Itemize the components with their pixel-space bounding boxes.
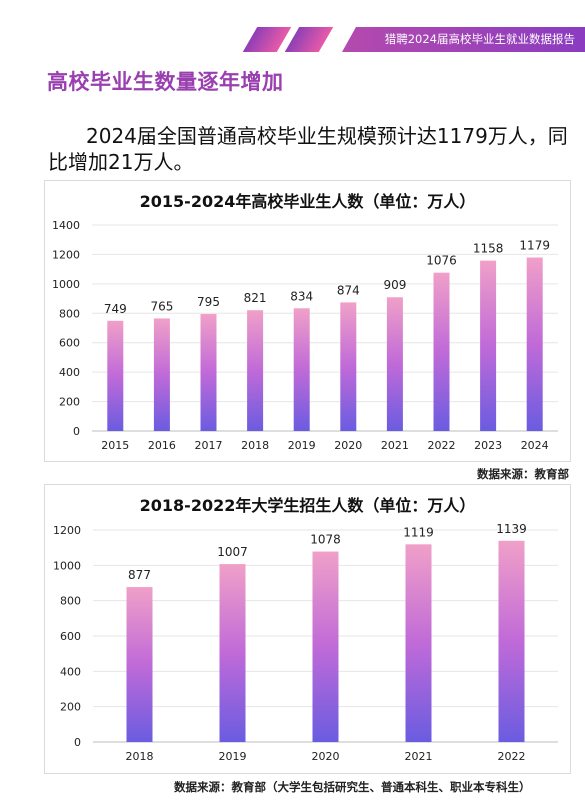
y-tick-label: 600 [60, 630, 81, 643]
bar [498, 540, 525, 742]
x-tick-label: 2020 [312, 750, 340, 763]
bar [480, 260, 497, 431]
x-tick-label: 2019 [219, 750, 247, 763]
x-tick-label: 2020 [334, 439, 362, 452]
header-stripe [242, 27, 292, 52]
data-label: 1007 [217, 545, 248, 559]
y-tick-label: 800 [60, 595, 81, 608]
bar [433, 272, 450, 431]
data-label: 749 [104, 302, 127, 316]
data-label: 795 [197, 295, 220, 309]
y-tick-label: 400 [60, 665, 81, 678]
y-tick-label: 200 [60, 701, 81, 714]
x-tick-label: 2022 [498, 750, 526, 763]
x-tick-label: 2022 [428, 439, 456, 452]
data-label: 821 [244, 291, 267, 305]
x-tick-label: 2018 [241, 439, 269, 452]
data-label: 1179 [519, 239, 550, 253]
bar [526, 257, 543, 431]
x-tick-label: 2021 [405, 750, 433, 763]
data-label: 1158 [473, 242, 504, 256]
bar [293, 308, 310, 431]
bar [126, 587, 153, 742]
bar [247, 310, 264, 431]
data-label: 1078 [310, 533, 341, 547]
y-tick-label: 200 [59, 396, 80, 409]
x-tick-label: 2024 [521, 439, 549, 452]
x-tick-label: 2015 [101, 439, 129, 452]
data-label: 765 [150, 299, 173, 313]
y-tick-label: 0 [74, 736, 81, 749]
graduates-chart: 2015-2024年高校毕业生人数（单位：万人） 0 200 400 600 800 10… [44, 180, 571, 462]
y-tick-label: 600 [59, 337, 80, 350]
data-label: 834 [290, 289, 313, 303]
data-label: 1119 [403, 525, 434, 539]
data-source: 数据来源：教育部 [477, 467, 569, 481]
data-label: 874 [337, 283, 360, 297]
data-label: 1139 [496, 522, 527, 536]
bar [386, 297, 403, 431]
x-tick-label: 2018 [126, 750, 154, 763]
x-tick-label: 2021 [381, 439, 409, 452]
x-tick-label: 2023 [474, 439, 502, 452]
y-tick-label: 400 [59, 366, 80, 379]
chart-title: 2015-2024年高校毕业生人数（单位：万人） [139, 192, 476, 211]
bar [219, 564, 246, 742]
lead-paragraph: 2024届全国普通高校毕业生规模预计达1179万人，同比增加21万人。 [48, 124, 568, 174]
y-tick-label: 1000 [52, 278, 80, 291]
bar [200, 314, 217, 431]
graduates-chart-svg: 0 200 400 600 800 1000 1200 1400 749 2015 765 2016 7… [52, 219, 558, 452]
chart-title: 2018-2022年大学生招生人数（单位：万人） [139, 496, 476, 515]
bar [340, 302, 357, 431]
data-label: 877 [128, 568, 151, 582]
data-source: 数据来源：教育部（大学生包括研究生、普通本科生、职业本专科生） [174, 780, 531, 794]
enrollment-chart-svg: 0 200 400 600 800 1000 1200 877 2018 1007 2019 1078… [53, 522, 558, 763]
enrollment-chart: 2018-2022年大学生招生人数（单位：万人） 0 200 400 600 800 10… [44, 484, 571, 774]
y-tick-label: 1200 [53, 524, 81, 537]
bar [405, 544, 432, 742]
y-tick-label: 1200 [52, 248, 80, 261]
bar [107, 320, 124, 431]
header-bar: 猎聘2024届高校毕业生就业数据报告 [342, 27, 585, 52]
data-label: 1076 [426, 254, 457, 268]
header-stripe [284, 27, 334, 52]
header-band: 猎聘2024届高校毕业生就业数据报告 [242, 27, 585, 52]
y-tick-label: 1400 [52, 219, 80, 232]
x-tick-label: 2016 [148, 439, 176, 452]
y-tick-label: 800 [59, 307, 80, 320]
y-tick-label: 1000 [53, 559, 81, 572]
data-label: 909 [383, 278, 406, 292]
section-title: 高校毕业生数量逐年增加 [47, 70, 284, 94]
y-tick-label: 0 [73, 425, 80, 438]
bar [312, 551, 339, 742]
bar [153, 318, 170, 431]
x-tick-label: 2019 [288, 439, 316, 452]
x-tick-label: 2017 [195, 439, 223, 452]
report-title: 猎聘2024届高校毕业生就业数据报告 [384, 32, 575, 46]
